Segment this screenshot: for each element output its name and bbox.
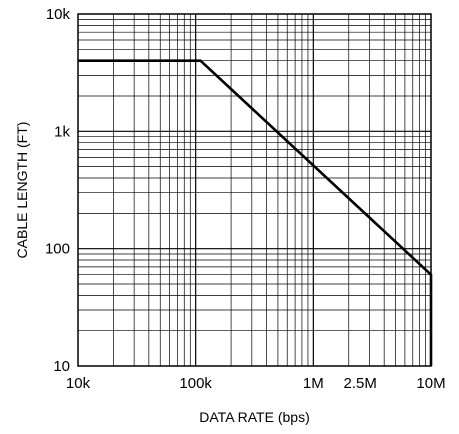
y-tick-label: 10k	[46, 6, 71, 23]
x-axis-label: DATA RATE (bps)	[199, 409, 309, 425]
x-tick-label: 100k	[179, 375, 212, 392]
grid	[78, 14, 431, 366]
y-tick-label: 10	[53, 358, 70, 375]
x-tick-label: 10k	[66, 375, 91, 392]
plot-area-frame	[77, 13, 432, 367]
y-tick-label: 100	[45, 241, 70, 258]
x-tick-label: 1M	[303, 375, 324, 392]
x-tick-label: 10M	[416, 375, 445, 392]
x-axis-ticks: 10k 100k 1M 2.5M 10M	[66, 375, 446, 392]
x-tick-label: 2.5M	[343, 375, 376, 392]
y-axis-ticks: 10 100 1k 10k	[45, 6, 71, 375]
y-axis-label: CABLE LENGTH (FT)	[14, 122, 30, 259]
y-tick-label: 1k	[54, 123, 70, 140]
